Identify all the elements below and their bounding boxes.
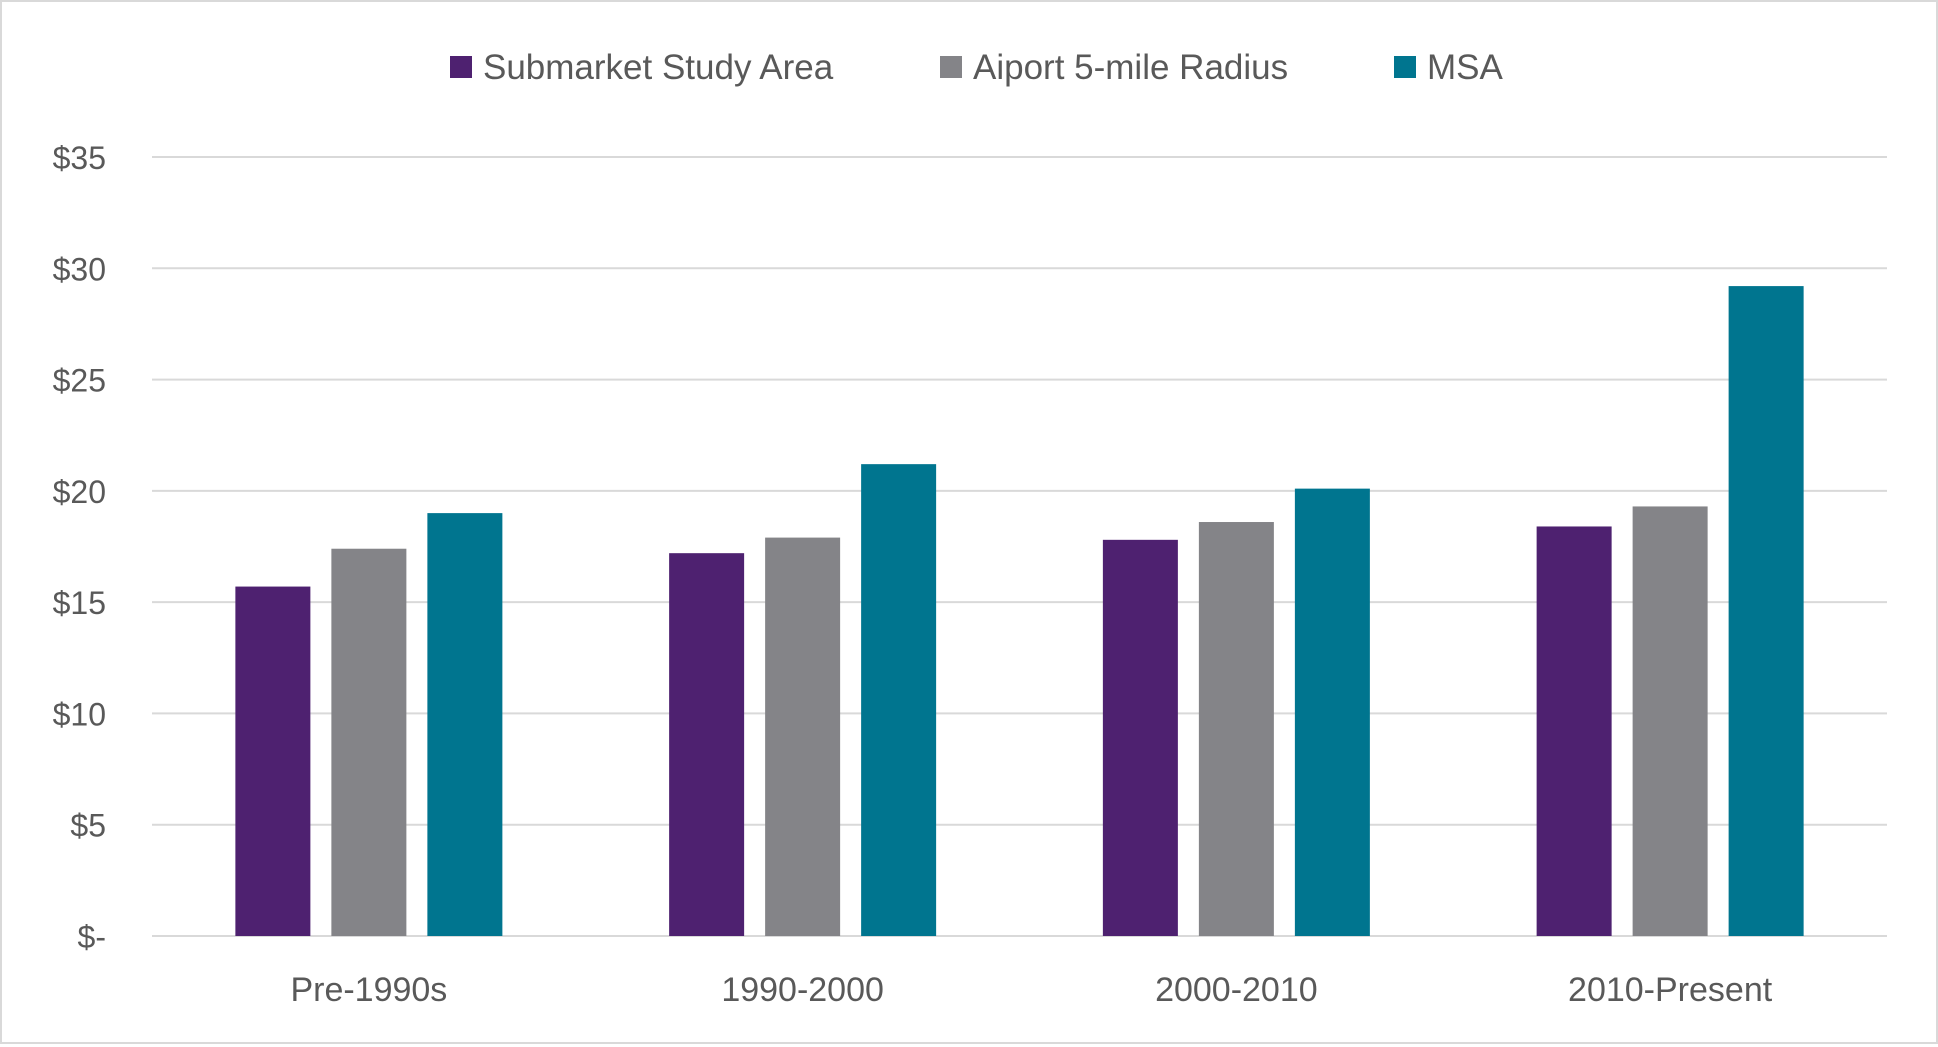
x-tick-label: 2000-2010 xyxy=(1155,971,1318,1009)
bar-aiport-5-mile-radius xyxy=(1632,506,1708,936)
x-tick-label: 2010-Present xyxy=(1568,971,1773,1009)
legend-swatch xyxy=(450,56,472,78)
y-tick-label: $15 xyxy=(53,585,106,621)
bar-submarket-study-area xyxy=(669,553,745,936)
x-tick-label: 1990-2000 xyxy=(721,971,884,1009)
x-tick-label: Pre-1990s xyxy=(290,971,447,1009)
legend-swatch xyxy=(1394,56,1416,78)
y-tick-label: $20 xyxy=(53,474,106,510)
legend-swatch xyxy=(940,56,962,78)
bar-msa xyxy=(1294,488,1370,936)
bar-aiport-5-mile-radius xyxy=(1198,522,1274,936)
legend-label: Aiport 5-mile Radius xyxy=(973,48,1288,87)
bar-msa xyxy=(1728,286,1804,936)
bar-aiport-5-mile-radius xyxy=(765,537,841,936)
legend-label: Submarket Study Area xyxy=(483,48,834,87)
bar-msa xyxy=(861,464,937,936)
bar-msa xyxy=(427,513,503,936)
y-tick-label: $5 xyxy=(70,808,106,844)
bar-submarket-study-area xyxy=(1102,539,1178,936)
y-tick-label: $30 xyxy=(53,251,106,287)
y-tick-label: $10 xyxy=(53,696,106,732)
bar-submarket-study-area xyxy=(235,586,311,936)
y-tick-label: $35 xyxy=(53,140,106,176)
legend-label: MSA xyxy=(1427,48,1504,87)
bar-submarket-study-area xyxy=(1536,526,1612,936)
y-tick-label: $25 xyxy=(53,363,106,399)
bar-aiport-5-mile-radius xyxy=(331,548,407,936)
y-tick-label: $- xyxy=(78,919,106,955)
